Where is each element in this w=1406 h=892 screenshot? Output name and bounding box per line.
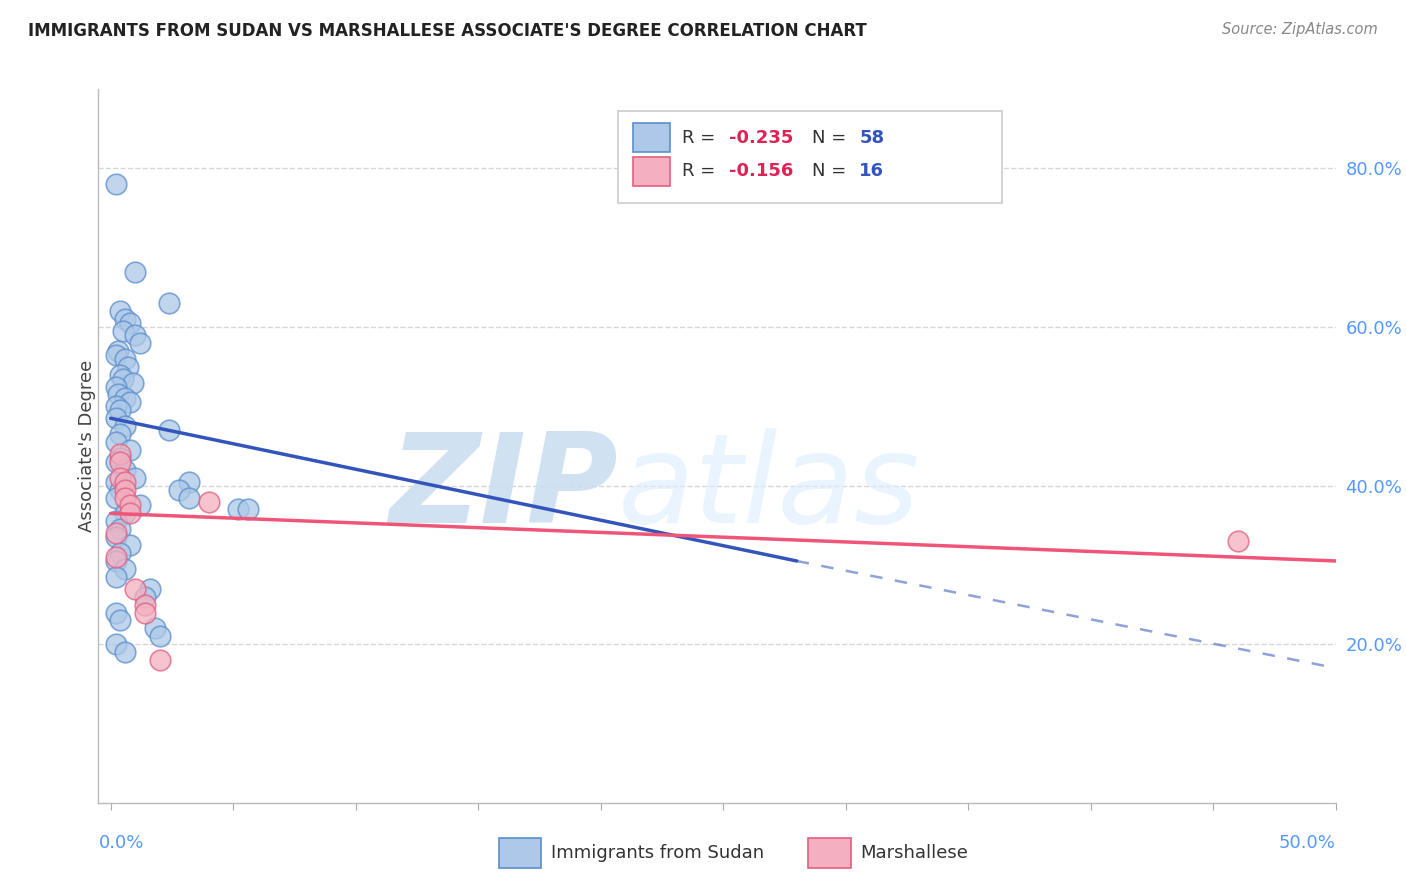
- Point: [114, 475, 136, 489]
- Point: [149, 653, 172, 667]
- Point: [104, 554, 127, 568]
- Text: N =: N =: [813, 162, 852, 180]
- Point: [104, 435, 127, 450]
- Point: [114, 483, 136, 497]
- Point: [169, 483, 191, 497]
- Point: [110, 403, 132, 417]
- Point: [124, 264, 146, 278]
- Y-axis label: Associate's Degree: Associate's Degree: [79, 359, 96, 533]
- Text: R =: R =: [682, 162, 721, 180]
- Point: [120, 442, 142, 457]
- Point: [107, 387, 129, 401]
- Text: N =: N =: [813, 128, 852, 146]
- Point: [114, 463, 136, 477]
- Point: [104, 475, 127, 489]
- Text: -0.235: -0.235: [730, 128, 794, 146]
- Point: [197, 494, 219, 508]
- Point: [110, 368, 132, 382]
- FancyBboxPatch shape: [619, 111, 1001, 203]
- Point: [104, 455, 127, 469]
- Point: [124, 582, 146, 596]
- Point: [124, 328, 146, 343]
- Text: R =: R =: [682, 128, 721, 146]
- Point: [104, 400, 127, 414]
- Point: [104, 526, 127, 541]
- Point: [226, 502, 249, 516]
- Point: [120, 395, 142, 409]
- Point: [134, 590, 156, 604]
- Point: [129, 335, 152, 350]
- Point: [114, 562, 136, 576]
- Point: [177, 475, 200, 489]
- Text: IMMIGRANTS FROM SUDAN VS MARSHALLESE ASSOCIATE'S DEGREE CORRELATION CHART: IMMIGRANTS FROM SUDAN VS MARSHALLESE ASS…: [28, 22, 868, 40]
- Point: [104, 530, 127, 544]
- Point: [104, 348, 127, 362]
- Point: [107, 343, 129, 358]
- Point: [110, 427, 132, 442]
- Point: [120, 499, 142, 513]
- Point: [124, 471, 146, 485]
- Point: [110, 614, 132, 628]
- Point: [104, 549, 127, 564]
- Bar: [633, 123, 671, 152]
- Point: [121, 376, 143, 390]
- Point: [104, 514, 127, 528]
- Text: 0.0%: 0.0%: [98, 834, 143, 852]
- Point: [111, 324, 134, 338]
- Point: [104, 178, 127, 192]
- Point: [110, 546, 132, 560]
- Bar: [633, 157, 671, 186]
- Point: [120, 538, 142, 552]
- Text: 50.0%: 50.0%: [1279, 834, 1336, 852]
- Point: [236, 502, 259, 516]
- Point: [120, 316, 142, 330]
- Point: [114, 507, 136, 521]
- Point: [111, 371, 134, 385]
- Point: [110, 483, 132, 497]
- Point: [104, 379, 127, 393]
- Point: [114, 645, 136, 659]
- Text: -0.156: -0.156: [730, 162, 794, 180]
- Text: Source: ZipAtlas.com: Source: ZipAtlas.com: [1222, 22, 1378, 37]
- Text: Immigrants from Sudan: Immigrants from Sudan: [551, 844, 765, 862]
- Point: [110, 471, 132, 485]
- Point: [143, 621, 166, 635]
- Point: [139, 582, 162, 596]
- Text: ZIP: ZIP: [389, 428, 619, 549]
- Point: [104, 570, 127, 584]
- Point: [114, 491, 136, 505]
- Point: [104, 637, 127, 651]
- Point: [114, 392, 136, 406]
- Point: [104, 606, 127, 620]
- Point: [149, 629, 172, 643]
- Point: [110, 455, 132, 469]
- Point: [104, 491, 127, 505]
- Point: [120, 507, 142, 521]
- Point: [159, 296, 181, 310]
- Point: [117, 359, 139, 374]
- Point: [110, 447, 132, 461]
- Text: 16: 16: [859, 162, 884, 180]
- Point: [104, 411, 127, 425]
- Text: atlas: atlas: [619, 428, 920, 549]
- Point: [114, 351, 136, 366]
- Point: [159, 423, 181, 437]
- Point: [134, 598, 156, 612]
- Point: [110, 450, 132, 465]
- Point: [110, 522, 132, 536]
- Point: [134, 606, 156, 620]
- Point: [177, 491, 200, 505]
- Point: [114, 419, 136, 434]
- Text: Marshallese: Marshallese: [860, 844, 969, 862]
- Point: [129, 499, 152, 513]
- Text: 58: 58: [859, 128, 884, 146]
- Point: [114, 312, 136, 326]
- Point: [110, 304, 132, 318]
- Point: [1226, 534, 1249, 549]
